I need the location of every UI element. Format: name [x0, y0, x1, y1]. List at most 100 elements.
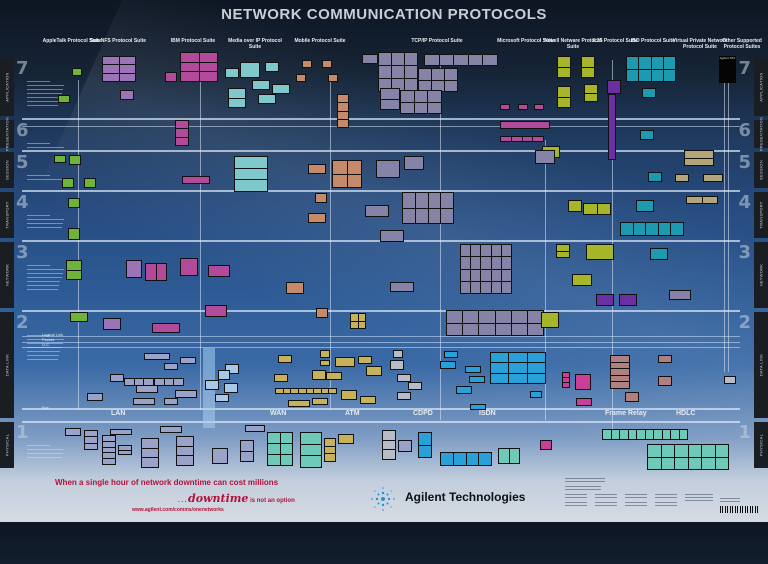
cdpd-block[interactable] — [390, 360, 404, 370]
cdpd-block[interactable] — [408, 382, 422, 390]
vpn-block[interactable] — [684, 150, 714, 166]
tcpip-block[interactable] — [380, 88, 400, 110]
isdn-block[interactable] — [465, 366, 481, 373]
protocol-block[interactable] — [205, 305, 227, 317]
iso-block[interactable] — [620, 222, 684, 236]
protocol-block[interactable] — [658, 376, 672, 386]
physical-block[interactable] — [118, 445, 132, 455]
protocol-block[interactable] — [365, 205, 389, 217]
physical-block-grid[interactable] — [647, 444, 729, 470]
cdpd-block[interactable] — [393, 350, 403, 358]
media-ip-block[interactable] — [252, 80, 270, 90]
isdn-block[interactable] — [444, 351, 458, 358]
iso-block[interactable] — [626, 56, 676, 82]
lan-block[interactable] — [133, 398, 155, 405]
protocol-block[interactable] — [120, 90, 134, 100]
protocol-block[interactable] — [58, 95, 70, 103]
atm-block[interactable] — [360, 396, 376, 404]
protocol-block[interactable] — [286, 282, 304, 294]
protocol-block[interactable] — [332, 160, 362, 188]
protocol-block[interactable] — [380, 230, 404, 242]
lan-block[interactable] — [144, 353, 170, 360]
atm-block[interactable] — [275, 388, 337, 394]
vpn-block[interactable] — [686, 196, 718, 204]
protocol-block[interactable] — [308, 213, 326, 223]
mobile-block[interactable] — [337, 94, 349, 128]
protocol-block[interactable] — [68, 228, 80, 240]
mobile-block[interactable] — [322, 60, 332, 68]
media-ip-block[interactable] — [225, 68, 239, 78]
protocol-block[interactable] — [534, 104, 544, 110]
protocol-block[interactable] — [500, 104, 510, 110]
lan-block[interactable] — [154, 378, 184, 386]
atm-block[interactable] — [320, 350, 330, 358]
protocol-block[interactable] — [556, 244, 570, 258]
physical-block[interactable] — [141, 438, 159, 468]
physical-block[interactable] — [160, 426, 182, 433]
protocol-block[interactable] — [500, 121, 550, 129]
atm-block[interactable] — [335, 357, 355, 367]
lan-block[interactable] — [175, 390, 197, 398]
protocol-block[interactable] — [376, 160, 400, 178]
protocol-block[interactable] — [165, 72, 177, 82]
physical-block[interactable] — [540, 440, 552, 450]
protocol-block[interactable] — [152, 323, 180, 333]
mobile-block[interactable] — [328, 74, 338, 82]
physical-block[interactable] — [300, 432, 322, 468]
atm-block[interactable] — [320, 360, 330, 366]
frame-relay-block[interactable] — [562, 372, 570, 388]
wan-block[interactable] — [218, 370, 230, 380]
protocol-block[interactable] — [724, 376, 736, 384]
ibm-block[interactable] — [180, 52, 218, 82]
protocol-block[interactable] — [68, 198, 80, 208]
tcpip-block[interactable] — [424, 54, 498, 66]
protocol-block[interactable] — [658, 355, 672, 363]
physical-block[interactable] — [212, 448, 228, 464]
protocol-block[interactable] — [54, 155, 66, 163]
physical-block[interactable] — [338, 434, 354, 444]
vpn-block[interactable] — [675, 174, 689, 182]
protocol-block[interactable] — [541, 312, 559, 328]
lan-block[interactable] — [180, 357, 196, 364]
novell-block[interactable] — [584, 84, 598, 102]
network-block-grid[interactable] — [446, 310, 544, 336]
wan-block[interactable] — [215, 394, 229, 402]
atm-block[interactable] — [326, 372, 342, 380]
physical-block[interactable] — [398, 440, 412, 452]
isdn-block[interactable] — [530, 391, 542, 398]
protocol-block[interactable] — [583, 203, 611, 215]
media-ip-block[interactable] — [272, 84, 290, 94]
physical-block[interactable] — [382, 430, 396, 460]
iso-block[interactable] — [650, 248, 668, 260]
protocol-block[interactable] — [316, 308, 328, 318]
iso-block[interactable] — [636, 200, 654, 212]
lan-block[interactable] — [124, 378, 154, 386]
protocol-block[interactable] — [69, 155, 81, 165]
wan-block[interactable] — [205, 380, 219, 390]
protocol-block[interactable] — [596, 294, 614, 306]
physical-block[interactable] — [240, 440, 254, 462]
protocol-block[interactable] — [145, 263, 167, 281]
media-ip-block[interactable] — [240, 62, 260, 78]
media-ip-block[interactable] — [265, 62, 279, 72]
protocol-block[interactable] — [315, 193, 327, 203]
protocol-block[interactable] — [182, 176, 210, 184]
atm-block[interactable] — [312, 398, 328, 405]
lan-block[interactable] — [164, 398, 178, 405]
physical-block[interactable] — [418, 432, 432, 458]
protocol-block[interactable] — [390, 282, 414, 292]
mobile-block[interactable] — [302, 60, 312, 68]
physical-block[interactable] — [498, 448, 520, 464]
media-ip-block[interactable] — [258, 94, 276, 104]
tcpip-block[interactable] — [378, 52, 418, 92]
atm-block[interactable] — [312, 370, 326, 380]
physical-block[interactable] — [110, 429, 132, 435]
wan-block[interactable] — [224, 383, 238, 393]
tcpip-block[interactable] — [362, 54, 378, 64]
protocol-block[interactable] — [84, 178, 96, 188]
protocol-block[interactable] — [404, 156, 424, 170]
protocol-block[interactable] — [66, 260, 82, 280]
network-block-grid[interactable] — [460, 244, 512, 294]
novell-block[interactable] — [557, 86, 571, 108]
lan-block[interactable] — [136, 385, 158, 393]
